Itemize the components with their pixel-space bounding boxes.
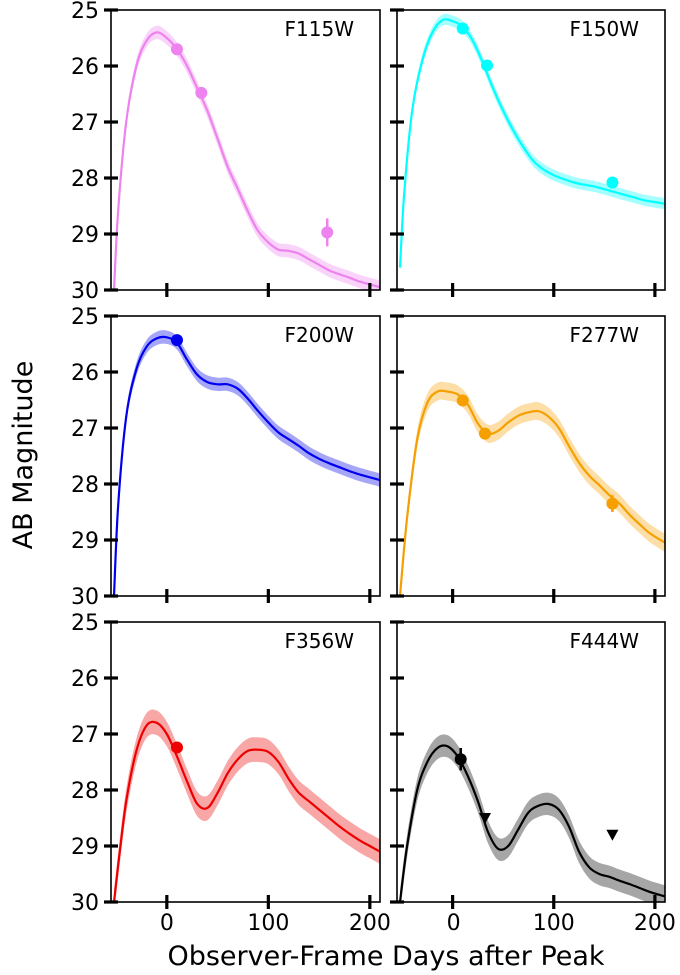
- x-tick-label: 200: [634, 911, 676, 936]
- filter-label: F115W: [285, 17, 355, 41]
- x-tick-label: 200: [349, 911, 391, 936]
- data-point: [478, 427, 491, 440]
- y-tick-label: 29: [71, 223, 99, 248]
- panel-frame: [396, 315, 666, 597]
- data-point: [170, 43, 183, 56]
- data-point: [481, 59, 494, 72]
- y-tick-label: 29: [71, 835, 99, 860]
- panel-frame: [110, 315, 381, 597]
- y-tick-label: 28: [71, 779, 99, 804]
- panel-frame: [110, 621, 381, 903]
- panel-frame: [110, 9, 381, 291]
- model-uncertainty-band: [114, 709, 380, 902]
- model-line: [398, 744, 665, 902]
- data-point: [454, 753, 467, 766]
- model-uncertainty-band: [400, 734, 665, 902]
- data-point: [170, 741, 183, 754]
- data-point: [606, 176, 619, 189]
- y-tick-label: 30: [71, 891, 99, 916]
- y-tick-label: 26: [71, 361, 99, 386]
- y-tick-label: 28: [71, 473, 99, 498]
- x-tick-label: 100: [247, 911, 289, 936]
- panel-f444w: 0 100 200 F444W: [390, 620, 676, 936]
- panel-f150w: F150W: [390, 8, 666, 297]
- model-line: [398, 18, 665, 268]
- data-point: [195, 86, 208, 99]
- data-point: [456, 22, 469, 35]
- y-tick-label: 27: [71, 417, 99, 442]
- y-tick-label: 30: [71, 279, 99, 304]
- x-tick-label: 0: [447, 911, 461, 936]
- y-tick-label: 25: [71, 305, 99, 330]
- panel-f200w: 25 26 27 28 29 30 F200W: [71, 305, 381, 610]
- x-tick-label: 100: [533, 911, 575, 936]
- panel-frame: [396, 9, 666, 291]
- y-axis-title: AB Magnitude: [8, 361, 39, 550]
- panel-plot-area: [398, 381, 665, 596]
- x-tick-label: 0: [160, 911, 174, 936]
- model-uncertainty-band: [114, 25, 380, 290]
- model-line: [398, 389, 665, 596]
- filter-label: F356W: [285, 629, 355, 653]
- x-axis-title: Observer-Frame Days after Peak: [167, 941, 604, 972]
- filter-label: F277W: [570, 323, 640, 347]
- y-tick-label: 26: [71, 55, 99, 80]
- y-tick-label: 25: [71, 611, 99, 636]
- model-line: [112, 335, 380, 596]
- filter-label: F150W: [570, 17, 640, 41]
- data-point: [321, 226, 334, 239]
- filter-label: F444W: [570, 629, 640, 653]
- panel-f277w: F277W: [390, 314, 666, 603]
- y-tick-label: 30: [71, 585, 99, 610]
- panel-plot-area: [398, 13, 665, 274]
- y-tick-label: 28: [71, 167, 99, 192]
- panel-plot-area: [112, 330, 380, 596]
- data-point: [606, 497, 619, 510]
- filter-label: F200W: [285, 323, 355, 347]
- panel-f356w: 25 26 27 28 29 30 0 100 200 F356W: [71, 611, 391, 936]
- data-point: [170, 334, 183, 347]
- panel-frame: [396, 621, 666, 903]
- model-line: [112, 31, 380, 290]
- upper-limit-marker: [606, 829, 619, 841]
- y-tick-label: 26: [71, 667, 99, 692]
- panel-plot-area: [398, 734, 665, 902]
- panel-plot-area: [112, 709, 380, 902]
- model-line: [112, 720, 380, 902]
- upper-limit-marker: [478, 813, 491, 824]
- model-uncertainty-band: [400, 381, 665, 596]
- model-uncertainty-band: [400, 13, 665, 274]
- y-tick-label: 27: [71, 723, 99, 748]
- y-tick-label: 27: [71, 111, 99, 136]
- panel-plot-area: [112, 25, 380, 290]
- panels-layer: 25 26 27 28 29 30 F115W F150W 25 26 27 28 29 30 F200W F…: [71, 0, 676, 936]
- panel-f115w: 25 26 27 28 29 30 F115W: [71, 0, 381, 304]
- y-tick-label: 29: [71, 529, 99, 554]
- data-point: [456, 394, 469, 407]
- y-tick-label: 25: [71, 0, 99, 24]
